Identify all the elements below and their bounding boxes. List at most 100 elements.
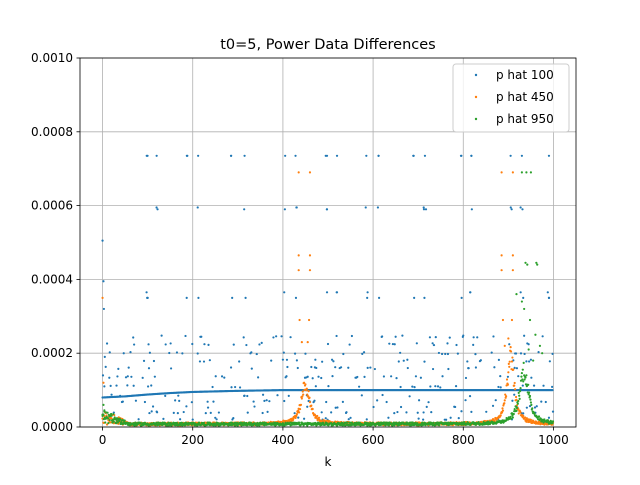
data-point xyxy=(150,384,153,387)
data-point xyxy=(120,420,123,424)
data-point xyxy=(311,407,314,411)
data-point xyxy=(511,269,514,272)
data-point xyxy=(497,385,500,389)
data-point xyxy=(243,154,246,157)
data-point xyxy=(477,420,480,424)
data-point xyxy=(191,342,194,346)
data-point xyxy=(332,360,335,363)
data-point xyxy=(152,359,156,363)
data-point xyxy=(412,154,415,157)
data-point xyxy=(182,410,185,414)
data-point xyxy=(417,417,420,420)
data-point xyxy=(464,376,468,380)
data-point xyxy=(276,394,279,397)
data-point xyxy=(517,391,520,394)
data-point xyxy=(528,318,532,322)
data-point xyxy=(101,374,105,377)
data-point xyxy=(509,206,512,209)
data-point xyxy=(491,404,495,407)
data-point xyxy=(506,375,510,378)
data-point xyxy=(365,418,368,421)
data-point xyxy=(493,366,496,369)
data-point xyxy=(515,409,518,412)
data-point xyxy=(176,412,179,415)
data-point xyxy=(500,254,503,257)
data-point xyxy=(546,419,550,422)
data-point xyxy=(393,412,396,415)
data-point xyxy=(335,334,338,338)
data-point xyxy=(287,394,290,397)
data-point xyxy=(191,418,194,421)
y-tick-label: 0.0004 xyxy=(31,272,73,286)
data-point xyxy=(255,352,258,356)
data-point xyxy=(543,418,546,421)
data-point xyxy=(515,406,519,410)
data-point xyxy=(422,208,426,211)
data-point xyxy=(177,394,180,397)
data-point xyxy=(526,263,529,266)
data-point xyxy=(522,296,525,299)
data-point xyxy=(376,206,380,209)
legend-marker xyxy=(474,73,478,77)
data-point xyxy=(366,366,369,370)
data-point xyxy=(423,296,426,299)
data-point xyxy=(331,375,334,378)
data-point xyxy=(244,296,247,299)
data-point xyxy=(513,407,516,411)
data-point xyxy=(449,416,452,419)
data-point xyxy=(186,154,189,157)
data-point xyxy=(520,171,523,174)
data-point xyxy=(270,359,273,362)
data-point xyxy=(212,400,215,403)
data-point xyxy=(179,418,182,421)
data-point xyxy=(536,263,539,266)
data-point xyxy=(143,400,147,404)
data-point xyxy=(327,385,330,388)
data-point xyxy=(437,351,441,355)
data-point xyxy=(209,411,212,415)
data-point xyxy=(292,417,295,421)
data-point xyxy=(347,366,350,369)
data-point xyxy=(507,337,510,340)
data-point xyxy=(429,385,432,388)
legend-label: p hat 950 xyxy=(496,112,554,126)
data-point xyxy=(525,406,528,409)
data-point xyxy=(504,393,507,396)
data-point xyxy=(537,351,540,354)
data-point xyxy=(306,405,309,408)
data-point xyxy=(258,424,261,427)
data-point xyxy=(529,398,532,401)
data-point xyxy=(117,367,120,370)
data-point xyxy=(369,366,372,369)
data-point xyxy=(206,400,209,403)
data-point xyxy=(339,366,343,369)
data-point xyxy=(347,418,350,421)
data-point xyxy=(529,401,533,404)
data-point xyxy=(335,154,339,157)
data-point xyxy=(304,383,307,386)
data-point xyxy=(499,414,502,417)
legend-marker xyxy=(474,117,478,121)
legend-box xyxy=(452,63,570,133)
data-point xyxy=(411,385,414,388)
data-point xyxy=(197,421,201,424)
data-point xyxy=(514,352,518,355)
data-point xyxy=(406,358,409,361)
data-point xyxy=(181,352,184,355)
data-point xyxy=(520,154,523,157)
data-point xyxy=(168,351,171,355)
data-point xyxy=(265,399,268,402)
data-point xyxy=(106,417,110,420)
data-point xyxy=(215,418,218,421)
data-point xyxy=(310,404,313,407)
data-point xyxy=(145,291,148,294)
data-point xyxy=(522,361,525,365)
data-point xyxy=(503,344,506,347)
data-point xyxy=(280,335,283,338)
data-point xyxy=(509,154,512,157)
data-point xyxy=(260,341,263,344)
data-point xyxy=(101,239,104,242)
data-point xyxy=(524,376,527,379)
data-point xyxy=(134,399,138,402)
data-point xyxy=(196,352,199,355)
